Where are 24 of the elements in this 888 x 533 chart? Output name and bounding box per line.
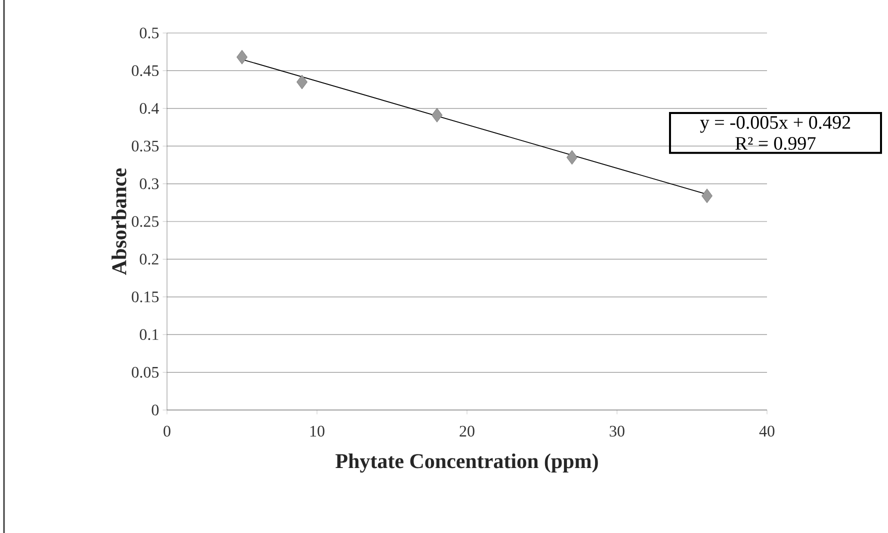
- y-axis-title: Absorbance: [112, 168, 126, 275]
- y-tick-label: 0.5: [140, 28, 159, 38]
- x-tick-label: 40: [759, 426, 774, 437]
- y-tick-label: 0.35: [132, 140, 159, 152]
- x-axis-title: Phytate Concentration (ppm): [336, 453, 598, 473]
- y-tick-label: 0.45: [132, 65, 159, 76]
- y-tick-label: 0.05: [132, 366, 159, 378]
- y-tick-label: 0.3: [140, 178, 159, 190]
- y-tick-label: 0.2: [140, 254, 158, 265]
- point: [236, 50, 248, 64]
- x-tick-label: 0: [164, 426, 170, 437]
- point: [296, 74, 308, 90]
- y-tick-label: 0.4: [140, 102, 159, 114]
- annotation: y = -0.005x + 0.492 R² = 0.997: [700, 116, 850, 150]
- x-tick-label: 10: [310, 426, 324, 437]
- x-tick-label: 30: [610, 426, 624, 437]
- y-tick-label: 0: [152, 404, 159, 416]
- y-tick-label: 0.25: [132, 216, 159, 227]
- point: [702, 188, 712, 204]
- y-tick-label: 0.15: [132, 291, 159, 302]
- point: [566, 150, 578, 165]
- y-tick-label: 0.1: [140, 329, 158, 340]
- point: [432, 108, 442, 122]
- x-tick-label: 20: [460, 426, 474, 437]
